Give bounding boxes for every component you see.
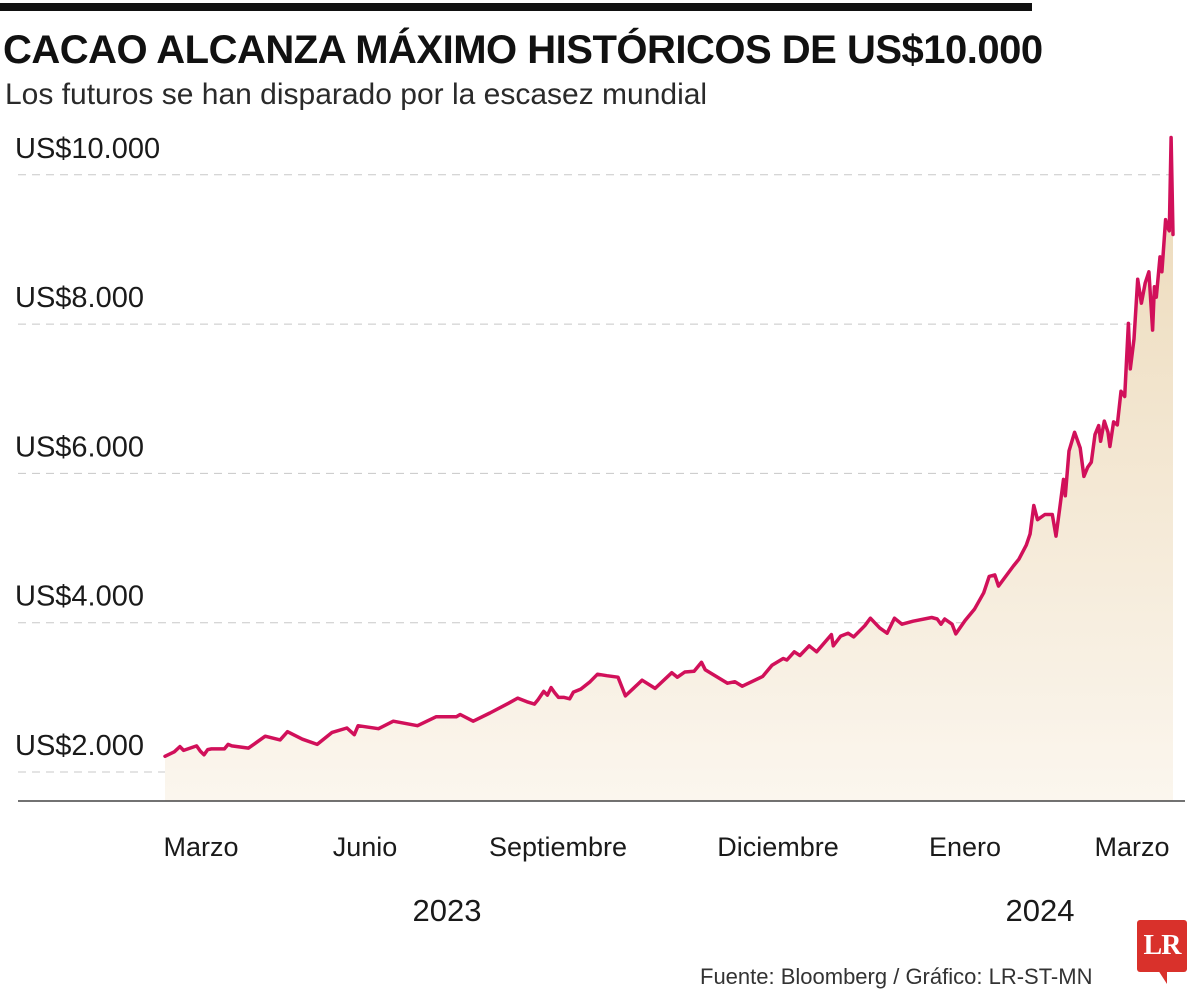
- x-tick-label: Septiembre: [489, 832, 627, 862]
- y-tick-label: US$2.000: [15, 730, 144, 762]
- lr-logo: LR: [1137, 920, 1187, 972]
- x-tick-label: Enero: [929, 832, 1001, 862]
- year-label: 2023: [413, 893, 482, 928]
- lr-logo-tail: [1158, 970, 1167, 984]
- chart-title: CACAO ALCANZA MÁXIMO HISTÓRICOS DE US$10…: [3, 28, 1043, 72]
- area-fill: [165, 137, 1173, 801]
- y-tick-label: US$10.000: [15, 133, 160, 165]
- year-labels: 2023 2024: [413, 893, 1075, 928]
- area-path: [165, 137, 1173, 801]
- series-line: [163, 135, 1175, 759]
- y-tick-label: US$6.000: [15, 431, 144, 463]
- x-tick-labels: Marzo Junio Septiembre Diciembre Enero Marzo: [163, 832, 1169, 862]
- y-tick-label: US$8.000: [15, 282, 144, 314]
- year-label: 2024: [1006, 893, 1075, 928]
- y-tick-labels: US$2.000 US$4.000 US$6.000 US$8.000 US$10.00…: [15, 133, 160, 762]
- x-tick-label: Marzo: [1094, 832, 1169, 862]
- y-tick-label: US$4.000: [15, 581, 144, 613]
- source-note: Fuente: Bloomberg / Gráfico: LR-ST-MN: [700, 964, 1093, 989]
- x-tick-label: Marzo: [163, 832, 238, 862]
- chart-subtitle: Los futuros se han disparado por la esca…: [5, 78, 708, 111]
- top-rule: [0, 3, 1032, 11]
- series-path: [163, 135, 1175, 759]
- x-tick-label: Diciembre: [717, 832, 839, 862]
- x-tick-label: Junio: [333, 832, 398, 862]
